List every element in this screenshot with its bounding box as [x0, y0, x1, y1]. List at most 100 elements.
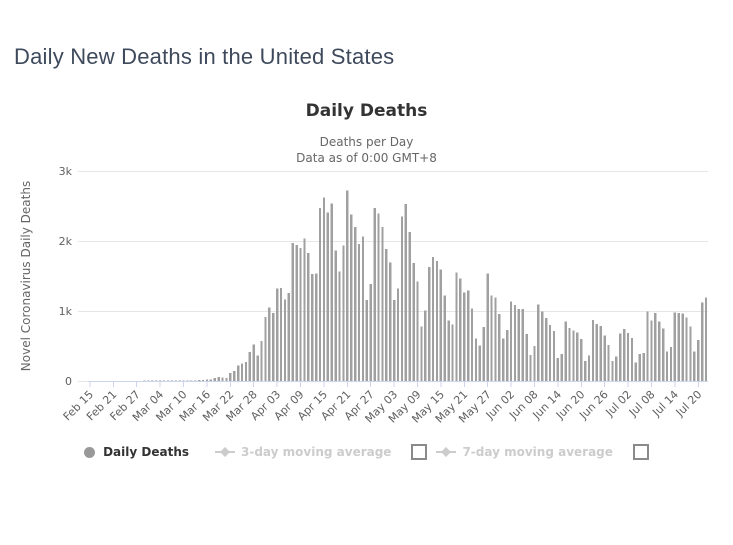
bar	[498, 314, 500, 381]
bar	[440, 270, 442, 382]
bar	[658, 322, 660, 381]
bar	[697, 341, 699, 382]
bar	[214, 379, 216, 382]
bar	[412, 263, 414, 381]
bar	[600, 327, 602, 382]
bar	[475, 339, 477, 381]
bar	[565, 322, 567, 381]
bar	[354, 227, 356, 381]
bar	[284, 300, 286, 382]
bar	[346, 191, 348, 382]
bar	[299, 248, 301, 381]
bar	[358, 245, 360, 382]
x-tick-label: Jul 02	[603, 388, 635, 420]
bar	[373, 208, 375, 381]
bar	[568, 328, 570, 381]
bar	[315, 274, 317, 381]
bar	[662, 329, 664, 382]
bar	[533, 346, 535, 381]
bar	[588, 356, 590, 381]
bar	[323, 198, 325, 381]
bar	[256, 356, 258, 381]
bar	[561, 354, 563, 381]
bar	[303, 239, 305, 381]
bar	[693, 352, 695, 382]
bar	[288, 294, 290, 382]
bar	[338, 272, 340, 381]
bar	[385, 250, 387, 382]
bar	[611, 361, 613, 381]
bar	[623, 330, 625, 382]
legend-label-daily-deaths: Daily Deaths	[103, 445, 189, 459]
bar	[444, 296, 446, 381]
chart-subtitle-line2: Data as of 0:00 GMT+8	[0, 150, 733, 166]
bar	[245, 363, 247, 382]
bar	[366, 300, 368, 381]
y-tick-label: 0	[65, 375, 72, 388]
bar	[342, 246, 344, 382]
bar	[362, 237, 364, 382]
bar	[650, 321, 652, 381]
bar	[432, 257, 434, 381]
chart-legend: Daily Deaths 3-day moving average 7-day	[0, 444, 733, 460]
bar	[307, 253, 309, 381]
bar	[682, 314, 684, 381]
bar	[576, 333, 578, 382]
bar	[514, 306, 516, 382]
bar	[631, 338, 633, 381]
bar	[264, 318, 266, 382]
bar	[334, 251, 336, 382]
x-axis	[88, 382, 708, 388]
bar	[487, 274, 489, 381]
bar	[674, 313, 676, 382]
bar	[280, 288, 282, 381]
bar	[377, 214, 379, 381]
chart-title: Daily Deaths	[0, 101, 733, 121]
legend-item-daily-deaths[interactable]: Daily Deaths	[84, 445, 189, 459]
legend-item-3day-avg[interactable]: 3-day moving average	[215, 445, 391, 459]
checkbox-3day-avg[interactable]	[411, 444, 427, 460]
bar	[557, 358, 559, 381]
chart-subtitle: Deaths per Day Data as of 0:00 GMT+8	[0, 134, 733, 166]
chart-subtitle-line1: Deaths per Day	[0, 134, 733, 150]
bar	[494, 298, 496, 382]
bar	[455, 273, 457, 382]
legend-label-7day-avg: 7-day moving average	[462, 445, 612, 459]
bar	[670, 347, 672, 381]
bar	[467, 291, 469, 382]
bar	[537, 305, 539, 382]
bar	[584, 361, 586, 381]
bar	[705, 298, 707, 382]
bar	[420, 327, 422, 381]
bar	[311, 274, 313, 381]
bar	[393, 301, 395, 382]
bar	[471, 309, 473, 382]
bar	[592, 320, 594, 381]
checkbox-7day-avg[interactable]	[633, 444, 649, 460]
bar	[370, 284, 372, 381]
y-tick-label: 1k	[59, 305, 73, 318]
legend-item-7day-avg[interactable]: 7-day moving average	[436, 445, 612, 459]
bar	[401, 217, 403, 382]
bar	[678, 313, 680, 381]
bar	[479, 346, 481, 381]
bar	[529, 355, 531, 381]
bar	[654, 313, 656, 381]
bar	[397, 289, 399, 382]
bar	[685, 318, 687, 382]
bar	[549, 325, 551, 381]
bar	[596, 324, 598, 381]
bar	[198, 381, 200, 382]
bar	[295, 246, 297, 382]
bar	[389, 263, 391, 381]
bar	[221, 378, 223, 381]
bar	[701, 303, 703, 381]
bar	[260, 341, 262, 381]
bar	[639, 355, 641, 382]
bar	[409, 232, 411, 381]
bar	[627, 334, 629, 382]
bar	[615, 357, 617, 382]
bar	[292, 243, 294, 381]
